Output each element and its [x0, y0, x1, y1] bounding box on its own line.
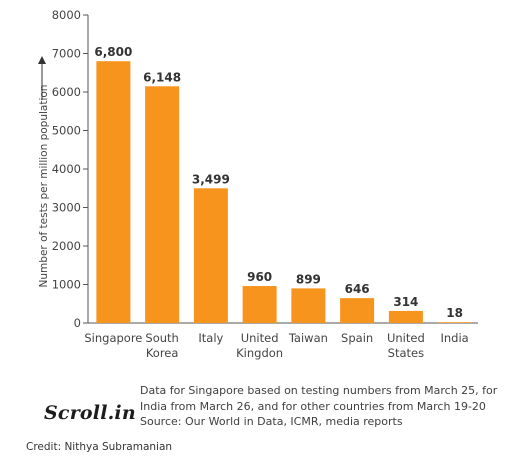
- bar: [388, 310, 423, 323]
- bar: [193, 188, 228, 323]
- bar: [437, 322, 472, 323]
- bar-value-label: 314: [393, 295, 418, 309]
- x-tick-label: States: [388, 346, 424, 360]
- note-line-1: Data for Singapore based on testing numb…: [140, 384, 498, 397]
- y-axis-label: Number of tests per million population: [38, 85, 50, 288]
- x-tick-label: United: [241, 331, 279, 345]
- x-tick-label: Korea: [146, 346, 179, 360]
- bar-value-label: 646: [345, 282, 370, 296]
- x-tick-label: Taiwan: [288, 331, 328, 345]
- bar: [291, 288, 326, 323]
- bar: [242, 286, 277, 323]
- bar: [145, 86, 180, 323]
- y-tick-label: 2000: [52, 239, 81, 253]
- y-tick-label: 8000: [52, 8, 81, 22]
- x-tick-label: Kingdon: [236, 346, 283, 360]
- note-line-2: India from March 26, and for other count…: [140, 399, 486, 413]
- x-tick-label: United: [387, 331, 425, 345]
- note-line-3: Source: Our World in Data, ICMR, media r…: [140, 415, 403, 428]
- source-note: Data for Singapore based on testing numb…: [140, 383, 510, 430]
- bar: [340, 298, 375, 323]
- bar-value-label: 6,148: [143, 70, 181, 84]
- bar-value-label: 6,800: [94, 45, 132, 59]
- y-tick-label: 3000: [52, 201, 81, 215]
- y-tick-label: 6000: [52, 85, 81, 99]
- value-labels: 6,800 6,148 3,499 960 899 646 314 18: [94, 45, 463, 320]
- bar: [96, 61, 131, 323]
- y-tick-label: 7000: [52, 47, 81, 61]
- x-tick-label: South: [145, 331, 178, 345]
- y-tick-label: 0: [74, 316, 81, 330]
- x-tick-label: Spain: [341, 331, 373, 345]
- y-axis-arrow: [38, 56, 46, 100]
- arrow-head: [38, 56, 46, 64]
- bar-value-label: 3,499: [192, 172, 230, 186]
- scroll-logo: Scroll.in: [44, 402, 136, 424]
- x-tick-label: India: [441, 331, 469, 345]
- y-tick-label: 4000: [52, 162, 81, 176]
- x-tick-label: Singapore: [84, 331, 142, 345]
- y-axis: 0 1000 2000 3000 4000 5000 6000 7000 8000: [52, 8, 478, 330]
- y-tick-label: 5000: [52, 124, 81, 138]
- bar-value-label: 960: [247, 270, 272, 284]
- y-tick-label: 1000: [52, 278, 81, 292]
- credit-text: Credit: Nithya Subramanian: [26, 441, 173, 453]
- bars: [96, 61, 472, 323]
- bar-value-label: 899: [296, 272, 321, 286]
- bar-value-label: 18: [446, 306, 463, 320]
- x-tick-label: Italy: [198, 331, 223, 345]
